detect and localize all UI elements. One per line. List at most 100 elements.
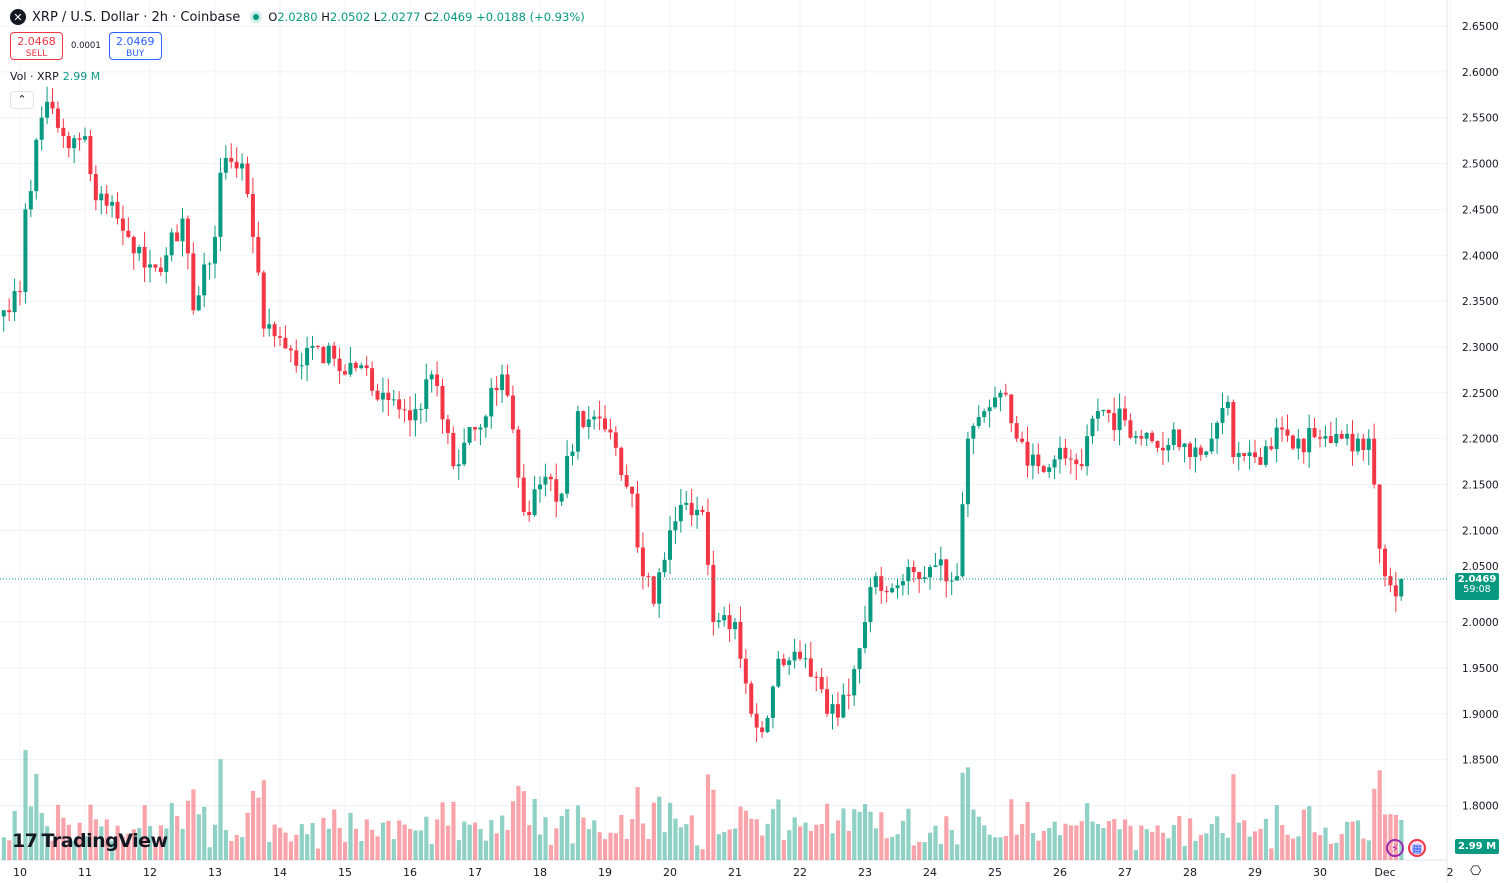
volume-bar <box>185 800 191 860</box>
candle-up <box>483 416 488 428</box>
candle-up <box>770 686 775 718</box>
sell-button[interactable]: 2.0468 SELL <box>10 32 63 60</box>
volume-bar <box>180 829 185 860</box>
market-status-icon[interactable] <box>250 11 263 23</box>
time-tick-label: 16 <box>403 866 417 879</box>
candle-down <box>1318 437 1322 439</box>
candle-up <box>196 295 201 311</box>
volume-bar <box>483 840 489 860</box>
candle-down <box>88 136 93 175</box>
candle-down <box>234 161 239 169</box>
volume-bar <box>245 812 250 860</box>
volume-bar <box>18 843 23 860</box>
volume-bar <box>1296 836 1301 860</box>
volume-bar <box>613 833 619 860</box>
time-tick-label: 19 <box>598 866 612 879</box>
volume-bar <box>922 842 927 860</box>
volume-bar <box>39 812 44 860</box>
candle-up <box>28 191 33 210</box>
volume-bar <box>142 805 147 860</box>
volume-bar <box>1101 827 1106 860</box>
chevron-up-icon[interactable]: ⌃ <box>10 91 34 109</box>
volume-bar <box>646 838 651 860</box>
candle-up <box>928 567 932 578</box>
volume-bar <box>310 823 315 860</box>
candle-up <box>559 493 564 502</box>
candle-up <box>803 658 808 660</box>
candle-up <box>305 347 310 366</box>
candle-down <box>619 447 624 476</box>
candle-up <box>955 576 960 581</box>
candle-down <box>516 429 521 478</box>
price-tick-label: 2.5000 <box>1462 159 1499 171</box>
volume-bar <box>240 837 245 860</box>
volume-bar <box>982 825 987 860</box>
candle-up <box>380 392 385 400</box>
candle-up <box>678 504 683 522</box>
candle-up <box>565 455 570 494</box>
volume-bar <box>1128 825 1133 860</box>
volume-bar <box>884 838 889 860</box>
candle-down <box>819 677 824 690</box>
candle-up <box>34 139 39 192</box>
volume-bar <box>1204 833 1209 860</box>
tradingview-mark-icon: 17 <box>12 830 38 852</box>
candle-up <box>1166 444 1171 451</box>
volume-bar <box>55 804 61 860</box>
volume-bar <box>819 823 824 860</box>
gear-icon[interactable]: ⎔ <box>1470 864 1482 879</box>
volume-bar <box>435 819 440 860</box>
volume-bar <box>673 818 678 860</box>
volume-bar <box>1301 809 1306 860</box>
ohlc-values: O2.0280 H2.0502 L2.0277 C2.0469 +0.0188 … <box>268 10 585 24</box>
candle-up <box>1182 443 1187 448</box>
volume-bar <box>429 844 434 860</box>
price-tick-label: 2.4000 <box>1462 250 1499 262</box>
us-flag-event-icon[interactable]: ▦ <box>1408 839 1426 857</box>
candle-up <box>429 374 434 380</box>
candle-down <box>1301 438 1306 453</box>
volume-bar <box>619 814 624 860</box>
volume-bar <box>538 834 543 860</box>
volume-bar <box>592 820 597 860</box>
candle-up <box>240 163 245 169</box>
candle-down <box>689 502 694 516</box>
candle-down <box>1198 447 1203 455</box>
time-tick-label: 18 <box>533 866 547 879</box>
volume-bar <box>911 845 916 860</box>
volume-bar <box>1171 825 1176 860</box>
volume-bar <box>1323 827 1328 860</box>
candle-down <box>798 651 802 659</box>
candle-up <box>1366 438 1371 450</box>
candle-up <box>852 669 857 696</box>
volume-bar <box>1399 819 1404 860</box>
symbol-title[interactable]: XRP / U.S. Dollar · 2h · Coinbase <box>32 9 241 25</box>
candle-down <box>597 416 602 419</box>
volume-bar <box>196 814 201 860</box>
candle-down <box>451 432 456 467</box>
candle-up <box>169 232 174 256</box>
buy-button[interactable]: 2.0469 BUY <box>108 32 162 60</box>
volume-bar <box>965 767 971 860</box>
volume-bar <box>738 806 743 860</box>
volume-bar <box>668 802 673 860</box>
volume-legend[interactable]: Vol · XRP 2.99 M <box>10 70 101 83</box>
volume-bar <box>695 845 700 860</box>
volume-bar <box>1047 827 1052 860</box>
volume-bar <box>554 828 559 860</box>
xrp-logo-icon: ✕ <box>10 9 26 25</box>
tradingview-logo[interactable]: 17 TradingView <box>12 830 168 852</box>
lightning-event-icon[interactable]: ⚡ <box>1386 839 1404 857</box>
candle-up <box>23 209 28 292</box>
volume-bar <box>1079 821 1084 860</box>
candle-down <box>18 291 22 293</box>
volume-bar <box>917 841 922 860</box>
volume-bar <box>418 830 424 860</box>
candle-down <box>1377 484 1382 549</box>
volume-bar <box>727 829 732 860</box>
candle-up <box>12 291 17 313</box>
volume-bar <box>635 787 640 860</box>
candle-up <box>716 620 721 623</box>
volume-bar <box>175 815 180 860</box>
